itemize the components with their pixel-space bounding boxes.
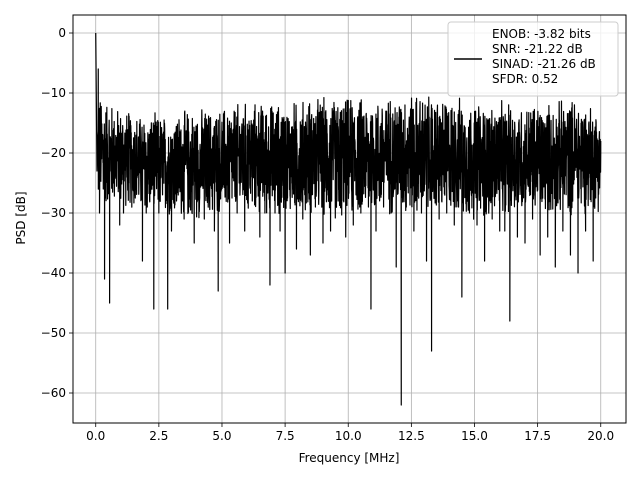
x-tick-label: 7.5 xyxy=(276,429,295,443)
x-tick-label: 5.0 xyxy=(212,429,231,443)
x-tick-label: 15.0 xyxy=(461,429,488,443)
x-tick-label: 12.5 xyxy=(398,429,425,443)
y-tick-label: −30 xyxy=(41,206,66,220)
x-tick-label: 17.5 xyxy=(524,429,551,443)
y-tick-label: −20 xyxy=(41,146,66,160)
x-axis-ticks: 0.0 2.5 5.0 7.5 10.0 12.5 15.0 17.5 20.0 xyxy=(86,423,614,443)
legend-label-line: SFDR: 0.52 xyxy=(492,72,558,86)
x-tick-label: 20.0 xyxy=(587,429,614,443)
y-tick-label: −50 xyxy=(41,326,66,340)
legend-label-line: SINAD: -21.26 dB xyxy=(492,57,596,71)
psd-series-line xyxy=(95,32,602,406)
y-tick-label: −40 xyxy=(41,266,66,280)
y-axis-label: PSD [dB] xyxy=(14,191,28,244)
legend-label-line: ENOB: -3.82 bits xyxy=(492,27,591,41)
legend: ENOB: -3.82 bits SNR: -21.22 dB SINAD: -21… xyxy=(447,21,619,97)
legend-box xyxy=(447,21,619,97)
legend-label-line: SNR: -21.22 dB xyxy=(492,42,583,56)
y-tick-label: −60 xyxy=(41,386,66,400)
x-tick-label: 2.5 xyxy=(149,429,168,443)
y-axis-ticks: 0 −10 −20 −30 −40 −50 −60 xyxy=(41,26,73,400)
y-tick-label: 0 xyxy=(58,26,66,40)
legend-label: ENOB: -3.82 bits SNR: -21.22 dB SINAD: -21… xyxy=(492,27,596,86)
x-axis-label: Frequency [MHz] xyxy=(299,451,400,465)
x-tick-label: 10.0 xyxy=(335,429,362,443)
axes-frame xyxy=(72,14,627,424)
y-tick-label: −10 xyxy=(41,86,66,100)
plot-area xyxy=(95,32,602,406)
x-tick-label: 0.0 xyxy=(86,429,105,443)
